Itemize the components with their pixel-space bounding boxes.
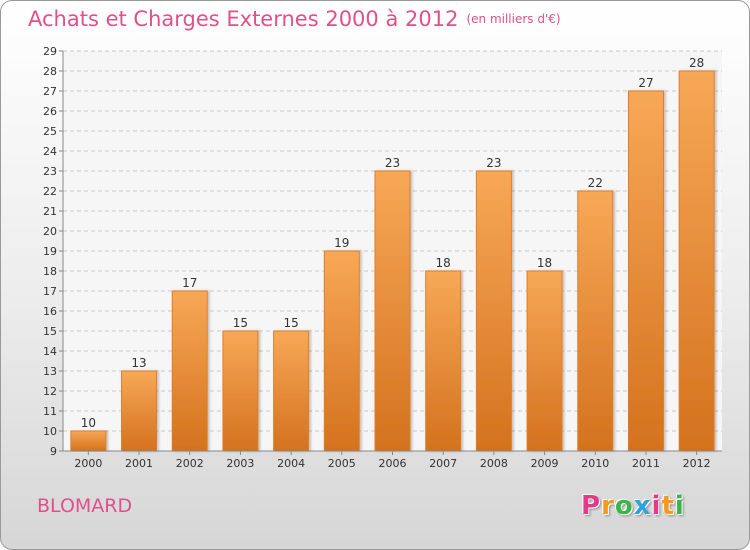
- x-tick-label-2010: 2010: [581, 457, 609, 470]
- bar-2002: [171, 290, 208, 452]
- y-tick-label: 23: [43, 165, 57, 178]
- y-tick-label: 10: [43, 425, 57, 438]
- chart-title: Achats et Charges Externes 2000 à 2012 (e…: [28, 7, 561, 31]
- y-tick-label: 12: [43, 385, 57, 398]
- x-tick-label-2011: 2011: [632, 457, 660, 470]
- y-tick-label: 24: [43, 145, 57, 158]
- y-tick-label: 20: [43, 225, 57, 238]
- value-label-2010: 22: [588, 176, 603, 190]
- bar-2003: [222, 330, 259, 452]
- x-tick-label-2012: 2012: [683, 457, 711, 470]
- value-label-2009: 18: [537, 256, 552, 270]
- value-label-2006: 23: [385, 156, 400, 170]
- y-tick-label: 29: [43, 45, 57, 58]
- bar-2011: [627, 90, 664, 452]
- chart-subtitle: (en milliers d'€): [466, 12, 561, 26]
- value-label-2005: 19: [334, 236, 349, 250]
- y-tick-label: 15: [43, 325, 57, 338]
- value-label-2004: 15: [283, 316, 298, 330]
- value-label-2008: 23: [486, 156, 501, 170]
- bar-2012: [678, 70, 715, 452]
- y-tick-label: 18: [43, 265, 57, 278]
- x-tick-label-2001: 2001: [125, 457, 153, 470]
- bar-2008: [475, 170, 512, 452]
- bar-2006: [374, 170, 411, 452]
- value-label-2011: 27: [638, 76, 653, 90]
- chart-title-text: Achats et Charges Externes 2000 à 2012: [28, 7, 459, 31]
- y-tick-label: 11: [43, 405, 57, 418]
- x-tick-label-2000: 2000: [74, 457, 102, 470]
- logo-letter: r: [601, 491, 615, 521]
- y-tick-label: 25: [43, 125, 57, 138]
- value-label-2002: 17: [182, 276, 197, 290]
- bar-2000: [70, 430, 107, 452]
- bar-2001: [121, 370, 158, 452]
- axis-layer: 9 10 11 12 13 14 15 16 17 18 19 20 21 22 23 24 25 26 27 28 2…: [43, 45, 722, 470]
- y-tick-label: 26: [43, 105, 57, 118]
- y-tick-label: 27: [43, 85, 57, 98]
- commune-name: BLOMARD: [37, 495, 133, 517]
- x-tick-label-2008: 2008: [480, 457, 508, 470]
- y-tick-label: 28: [43, 65, 57, 78]
- logo-letter: o: [614, 491, 634, 521]
- x-tick-label-2004: 2004: [277, 457, 305, 470]
- bar-2010: [577, 190, 614, 452]
- logo-letter: t: [661, 491, 675, 521]
- x-tick-label-2002: 2002: [176, 457, 204, 470]
- value-label-2000: 10: [81, 416, 96, 430]
- y-tick-label: 14: [43, 345, 57, 358]
- proxiti-logo[interactable]: Proxiti: [581, 491, 685, 521]
- x-tick-label-2005: 2005: [328, 457, 356, 470]
- value-label-2007: 18: [436, 256, 451, 270]
- y-tick-label: 21: [43, 205, 57, 218]
- logo-letter: P: [581, 491, 602, 521]
- bar-2009: [526, 270, 563, 452]
- value-label-2012: 28: [689, 56, 704, 70]
- y-tick-label: 22: [43, 185, 57, 198]
- value-label-2001: 13: [131, 356, 146, 370]
- bar-2004: [273, 330, 310, 452]
- y-tick-label: 13: [43, 365, 57, 378]
- bar-2005: [323, 250, 360, 452]
- value-label-2003: 15: [233, 316, 248, 330]
- bar-2007: [425, 270, 462, 452]
- y-tick-label: 17: [43, 285, 57, 298]
- y-tick-label: 19: [43, 245, 57, 258]
- y-tick-label: 9: [50, 445, 57, 458]
- x-tick-label-2007: 2007: [429, 457, 457, 470]
- y-tick-label: 16: [43, 305, 57, 318]
- bar-layer: 10 13 17 15 15 19 23 18 23 18 22 27 28: [70, 56, 715, 452]
- logo-letter: i: [651, 491, 662, 521]
- x-tick-label-2006: 2006: [379, 457, 407, 470]
- logo-letter: x: [633, 491, 652, 521]
- x-tick-label-2009: 2009: [531, 457, 559, 470]
- x-tick-label-2003: 2003: [226, 457, 254, 470]
- logo-letter: i: [674, 491, 685, 521]
